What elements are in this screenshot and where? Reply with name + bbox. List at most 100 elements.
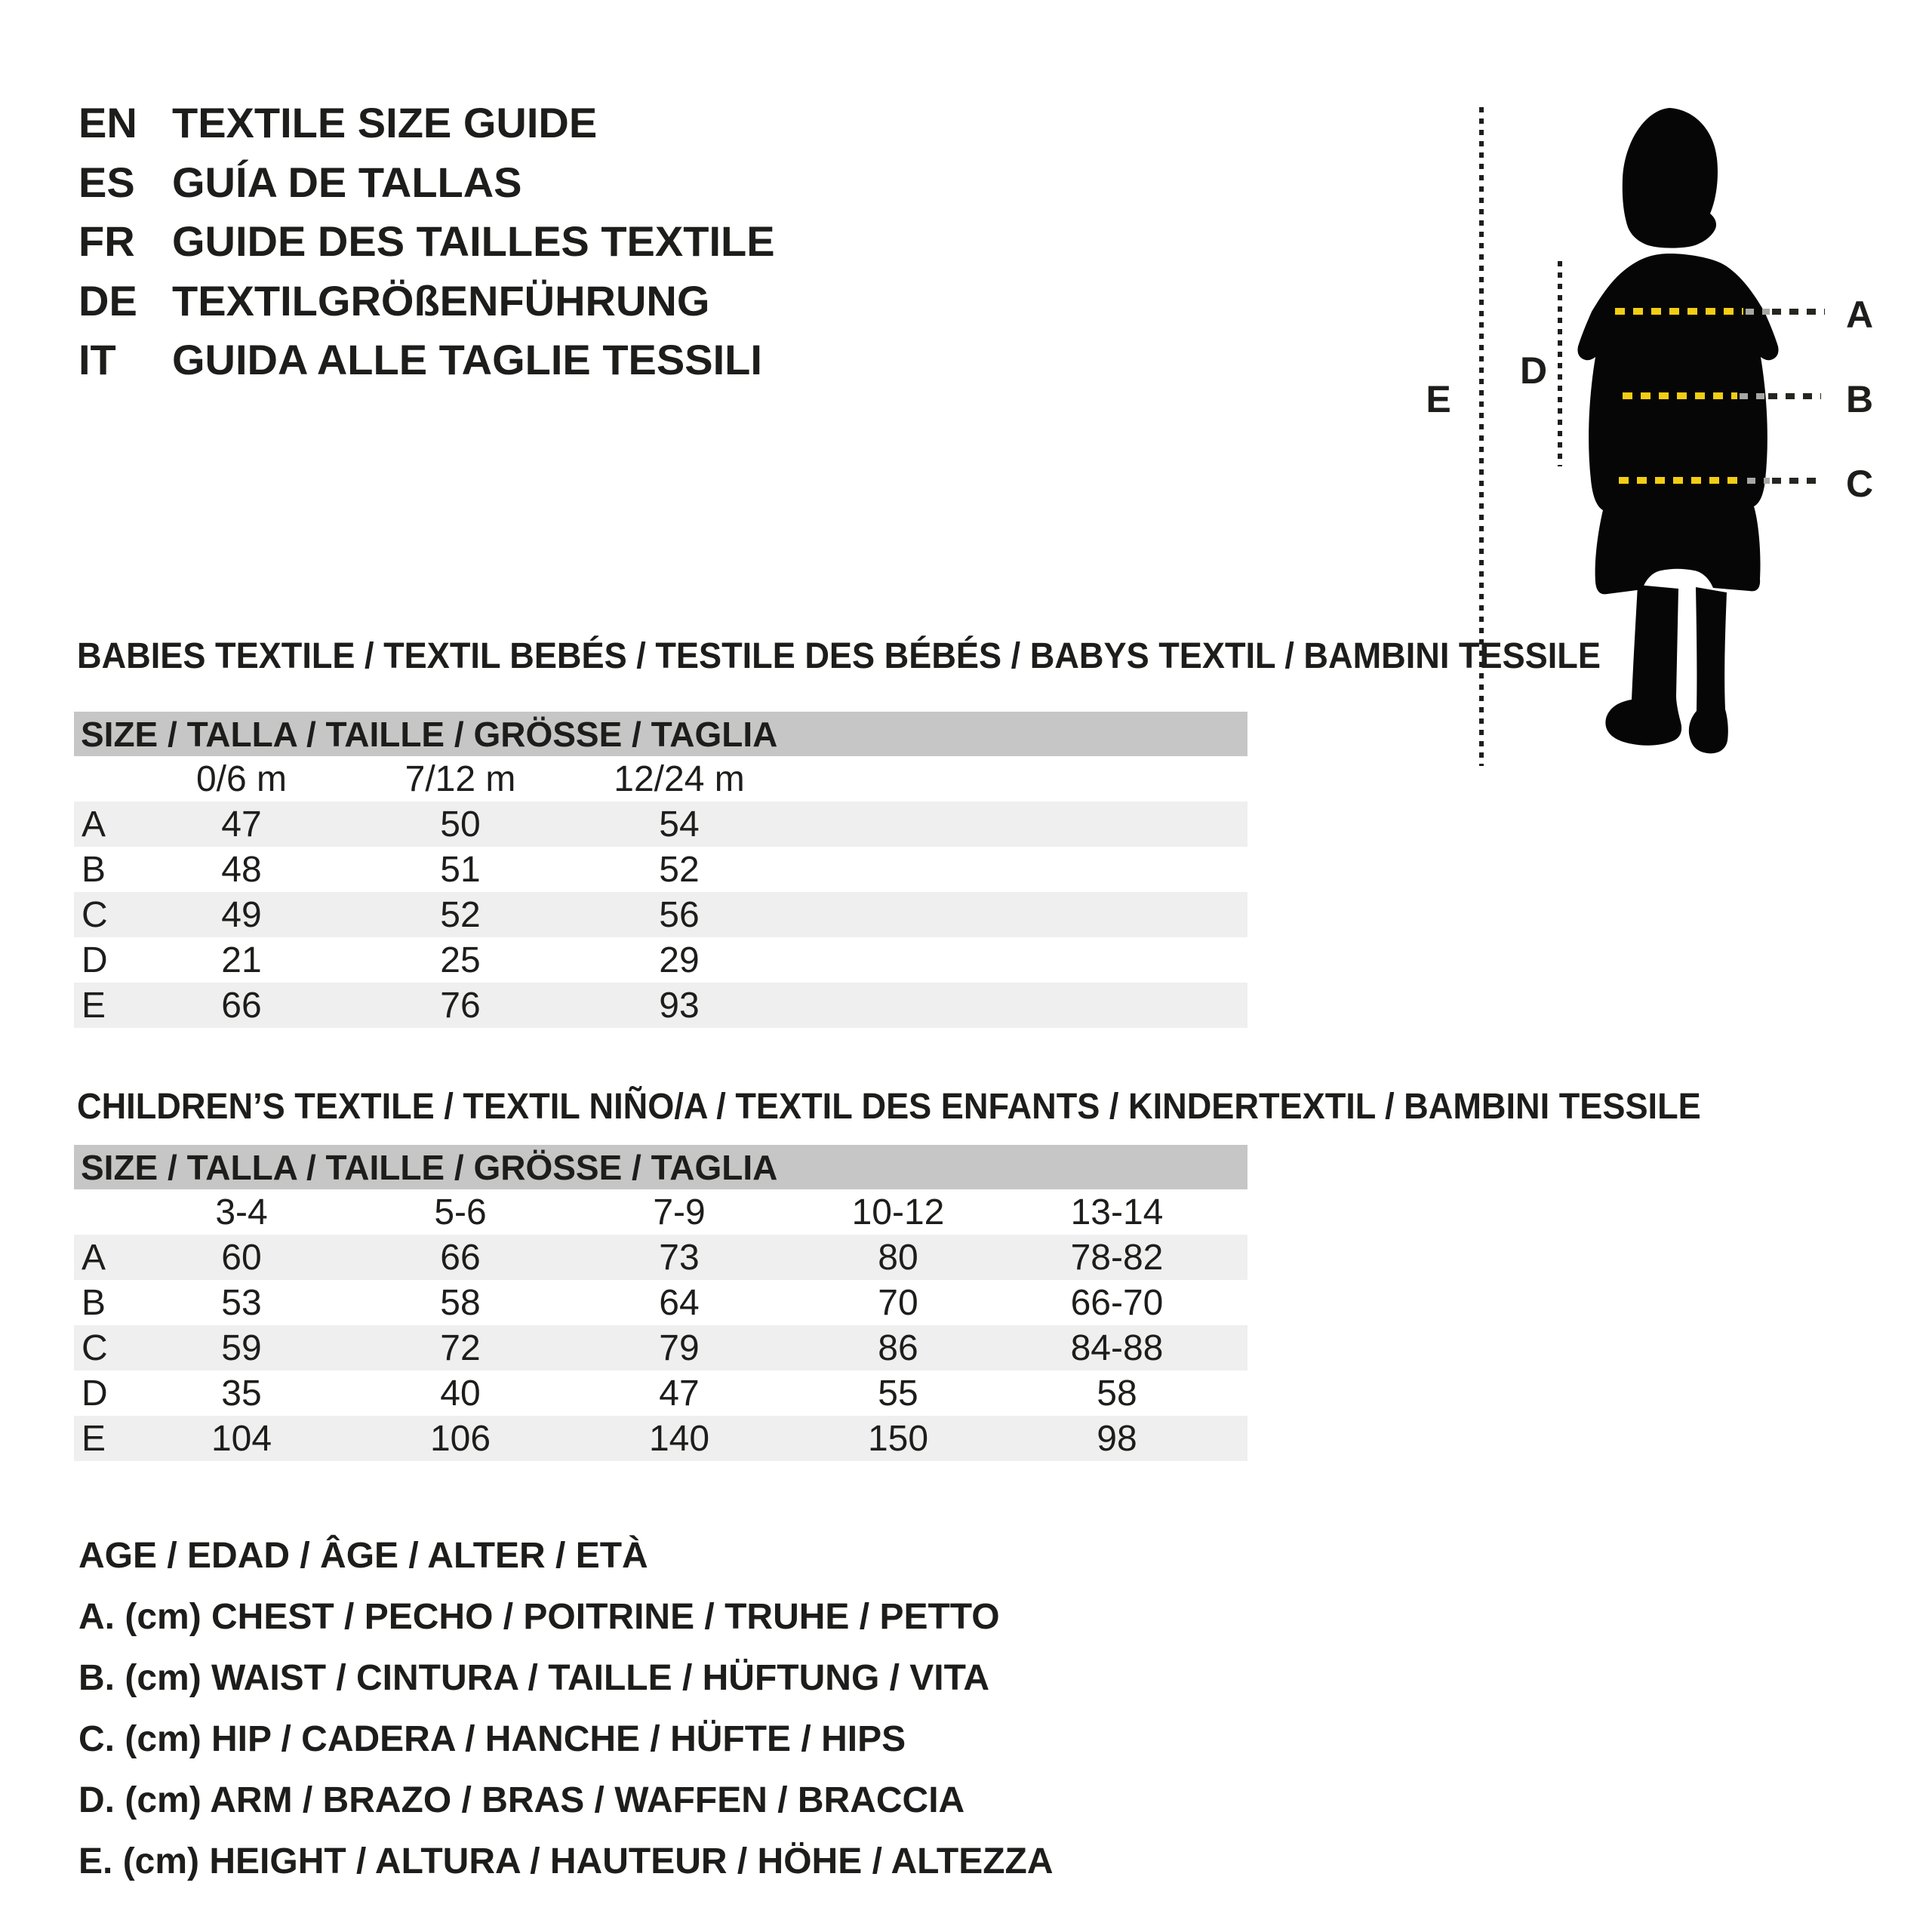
waist-line-fade-b xyxy=(1740,393,1766,399)
children-a-val-4: 78-82 xyxy=(1070,1237,1164,1278)
lang-row-es: ES GUÍA DE TALLAS xyxy=(78,153,775,213)
children-columns-row: 3-4 5-6 7-9 10-12 13-14 xyxy=(74,1189,1247,1235)
lang-code-de: DE xyxy=(78,276,137,325)
babies-a-val-0: 47 xyxy=(221,804,262,844)
lang-code-en: EN xyxy=(78,99,137,146)
lang-title-fr: GUIDE DES TAILLES TEXTILE xyxy=(172,217,775,265)
babies-size-header-label: SIZE / TALLA / TAILLE / GRÖSSE / TAGLIA xyxy=(81,714,778,754)
children-c-val-2: 79 xyxy=(659,1327,700,1368)
chest-line-yellow-a xyxy=(1615,308,1743,315)
babies-row-b-label: B xyxy=(82,849,106,890)
babies-row-b: B 48 51 52 xyxy=(74,847,1247,892)
babies-b-val-2: 52 xyxy=(659,849,700,890)
children-col-5-6: 5-6 xyxy=(434,1192,487,1232)
children-d-val-1: 40 xyxy=(440,1373,481,1414)
chest-line-dark-a xyxy=(1772,309,1825,315)
babies-row-c: C 49 52 56 xyxy=(74,892,1247,937)
babies-row-e: E 66 76 93 xyxy=(74,983,1247,1028)
child-silhouette xyxy=(1577,108,1779,754)
hip-line-dark-c xyxy=(1772,478,1823,484)
legend-arm: D. (cm) ARM / BRAZO / BRAS / WAFFEN / BR… xyxy=(78,1780,965,1820)
babies-section-title: BABIES TEXTILE / TEXTIL BEBÉS / TESTILE … xyxy=(77,636,1601,676)
babies-c-val-2: 56 xyxy=(659,894,700,935)
arm-measure-line-d xyxy=(1558,261,1562,466)
babies-col-12-24m: 12/24 m xyxy=(614,758,745,799)
legend-waist: B. (cm) WAIST / CINTURA / TAILLE / HÜFTU… xyxy=(78,1658,990,1698)
children-e-val-2: 140 xyxy=(648,1418,710,1459)
babies-e-val-2: 93 xyxy=(659,985,700,1026)
children-b-val-4: 66-70 xyxy=(1070,1282,1164,1323)
children-e-val-0: 104 xyxy=(211,1418,272,1459)
children-row-b: B 53 58 64 70 66-70 xyxy=(74,1280,1247,1325)
lang-row-en: EN TEXTILE SIZE GUIDE xyxy=(78,94,775,153)
babies-e-val-1: 76 xyxy=(440,985,481,1026)
lang-title-de: TEXTILGRÖßENFÜHRUNG xyxy=(172,276,710,325)
children-c-val-4: 84-88 xyxy=(1070,1327,1164,1368)
children-d-val-0: 35 xyxy=(221,1373,262,1414)
children-col-3-4: 3-4 xyxy=(215,1192,268,1232)
silhouette-left-leg xyxy=(1605,585,1682,746)
babies-col-filler xyxy=(789,756,1247,801)
height-measure-line-e xyxy=(1479,107,1484,766)
children-a-val-0: 60 xyxy=(221,1237,262,1278)
figure-label-c: C xyxy=(1845,463,1874,505)
lang-row-de: DE TEXTILGRÖßENFÜHRUNG xyxy=(78,272,775,331)
babies-row-a-label: A xyxy=(82,804,106,844)
children-size-table: 3-4 5-6 7-9 10-12 13-14 A 60 66 73 80 78… xyxy=(74,1189,1247,1461)
children-d-val-3: 55 xyxy=(878,1373,918,1414)
waist-line-yellow-b xyxy=(1623,392,1737,399)
legend-height: E. (cm) HEIGHT / ALTURA / HAUTEUR / HÖHE… xyxy=(78,1841,1054,1881)
babies-d-val-0: 21 xyxy=(221,940,262,980)
children-d-val-2: 47 xyxy=(659,1373,700,1414)
babies-e-val-0: 66 xyxy=(221,985,262,1026)
children-b-val-3: 70 xyxy=(878,1282,918,1323)
silhouette-head xyxy=(1622,108,1718,248)
babies-a-val-2: 54 xyxy=(659,804,700,844)
children-d-val-4: 58 xyxy=(1097,1373,1137,1414)
figure-label-a: A xyxy=(1845,294,1874,336)
silhouette-body xyxy=(1577,254,1779,595)
babies-col-7-12m: 7/12 m xyxy=(405,758,516,799)
hip-line-yellow-c xyxy=(1619,477,1745,484)
children-section-title: CHILDREN’S TEXTILE / TEXTIL NIÑO/A / TEX… xyxy=(77,1087,1701,1127)
legend-hip: C. (cm) HIP / CADERA / HANCHE / HÜFTE / … xyxy=(78,1719,906,1759)
children-a-val-1: 66 xyxy=(440,1237,481,1278)
children-row-e-label: E xyxy=(82,1418,106,1459)
children-c-val-1: 72 xyxy=(440,1327,481,1368)
figure-label-b: B xyxy=(1845,378,1874,420)
babies-row-d: D 21 25 29 xyxy=(74,937,1247,983)
babies-row-c-label: C xyxy=(82,894,108,935)
lang-code-it: IT xyxy=(78,336,116,383)
children-row-a-label: A xyxy=(82,1237,106,1278)
babies-col-0-6m: 0/6 m xyxy=(195,758,288,799)
children-c-val-3: 86 xyxy=(878,1327,918,1368)
children-e-val-1: 106 xyxy=(429,1418,491,1459)
silhouette-right-leg xyxy=(1688,587,1728,754)
babies-columns-row: 0/6 m 7/12 m 12/24 m xyxy=(74,756,1247,801)
children-col-filler xyxy=(1226,1189,1247,1235)
babies-c-val-1: 52 xyxy=(440,894,481,935)
children-col-spacer xyxy=(74,1189,132,1235)
babies-row-d-label: D xyxy=(82,940,108,980)
children-b-val-2: 64 xyxy=(659,1282,700,1323)
lang-title-en: TEXTILE SIZE GUIDE xyxy=(172,99,598,146)
legend-age: AGE / EDAD / ÂGE / ALTER / ETÀ xyxy=(78,1536,648,1576)
children-row-c-label: C xyxy=(82,1327,108,1368)
hip-line-fade-c xyxy=(1747,478,1770,484)
lang-title-es: GUÍA DE TALLAS xyxy=(172,158,522,206)
children-row-d-label: D xyxy=(82,1373,108,1414)
children-a-val-2: 73 xyxy=(659,1237,700,1278)
children-col-13-14: 13-14 xyxy=(1070,1192,1164,1232)
babies-size-header-bar: SIZE / TALLA / TAILLE / GRÖSSE / TAGLIA xyxy=(74,712,1247,756)
children-row-d: D 35 40 47 55 58 xyxy=(74,1371,1247,1416)
babies-row-e-label: E xyxy=(82,985,106,1026)
language-title-list: EN TEXTILE SIZE GUIDE ES GUÍA DE TALLAS … xyxy=(78,94,775,390)
children-row-c: C 59 72 79 86 84-88 xyxy=(74,1325,1247,1371)
figure-label-e: E xyxy=(1426,378,1451,420)
children-row-b-label: B xyxy=(82,1282,106,1323)
lang-row-it: IT GUIDA ALLE TAGLIE TESSILI xyxy=(78,331,775,390)
lang-title-it: GUIDA ALLE TAGLIE TESSILI xyxy=(172,336,762,383)
lang-row-fr: FR GUIDE DES TAILLES TEXTILE xyxy=(78,212,775,272)
children-e-val-3: 150 xyxy=(867,1418,929,1459)
children-b-val-1: 58 xyxy=(440,1282,481,1323)
